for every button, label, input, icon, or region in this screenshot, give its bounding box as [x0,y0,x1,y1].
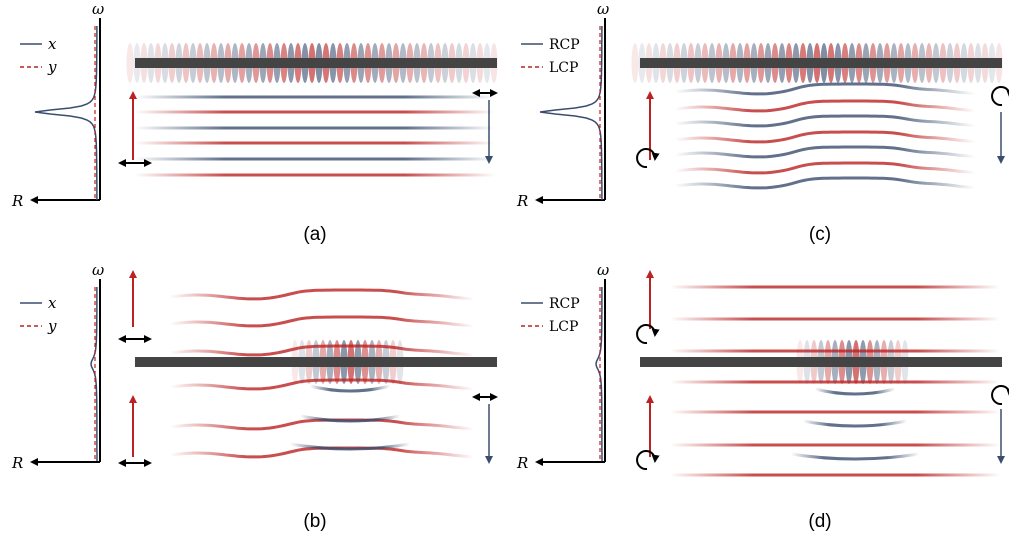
circular-arrow [636,324,660,345]
legend-label: x [48,35,57,53]
axis-label: ω [92,261,104,279]
axis-label: R [11,454,23,472]
legend-label: LCP [549,60,578,76]
wavefront [674,161,976,175]
legend-label: RCP [549,37,580,53]
panel: ω R RCP LCP (c) [516,0,1009,245]
wavefront [670,380,1000,384]
wavefront [135,110,495,114]
reflected-wave [309,384,391,393]
wavefront [169,288,475,301]
axis-label: R [11,192,23,210]
axis-label: ω [597,0,609,18]
grating [640,357,1002,367]
legend-label: y [47,317,57,335]
wavefront [674,114,976,128]
wavefront [670,349,1000,353]
wavefront [169,315,475,328]
wavefront [674,99,976,113]
panel-label: (a) [303,224,326,245]
wavefront [169,378,475,391]
wavefront [674,82,976,96]
wavefront [670,285,1000,289]
spectrum [90,287,98,461]
field-pattern [631,43,639,83]
spectrum [34,26,98,200]
wavefront [135,173,495,177]
wavefront [135,126,495,130]
wavefront [135,141,495,145]
circular-arrow [991,86,1009,107]
wavefront [670,473,1000,477]
reflected-wave [299,414,401,423]
wavefront [670,443,1000,447]
reflected-wave [289,442,411,451]
axis-label: ω [92,0,104,18]
panel: ω Rxy (b) [11,261,498,532]
panel-label: (b) [303,511,326,532]
wavefront [674,130,976,144]
circular-arrow [636,450,660,471]
panel-label: (d) [808,511,831,532]
legend-label: RCP [549,296,580,312]
wavefront [135,157,495,161]
axis-label: R [516,192,528,210]
spectrum [595,287,603,461]
wavefront [135,95,495,99]
grating [135,58,497,68]
wavefront [169,418,475,431]
panel: ω Rxy (a) [11,0,498,245]
panel: ω R RCP LCP (d) [516,261,1009,532]
wavefront [670,317,1000,321]
axis-label: R [516,454,528,472]
legend-label: x [48,294,57,312]
wavefront [670,410,1000,414]
grating [640,58,1002,68]
reflected-wave [802,419,908,428]
wavefront [674,176,976,190]
legend-label: y [47,58,57,76]
circular-arrow [991,385,1009,406]
panel-label: (c) [809,224,831,245]
circular-arrow [636,148,660,169]
reflected-wave [790,452,920,461]
reflected-wave [814,387,896,396]
axis-label: ω [597,261,609,279]
field-pattern [126,43,134,83]
grating [135,357,497,367]
spectrum [539,26,603,200]
wavefront [674,145,976,159]
wavefront [169,344,475,357]
legend-label: LCP [549,319,578,335]
